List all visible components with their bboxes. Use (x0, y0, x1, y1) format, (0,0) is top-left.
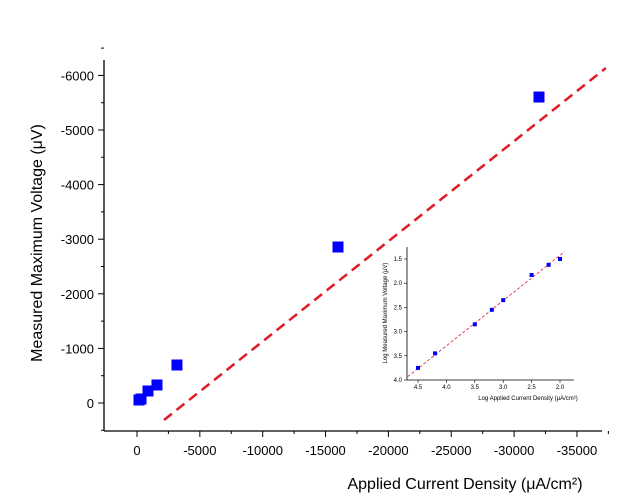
y-axis-label: Measured Maximum Voltage (μV) (29, 124, 46, 362)
y-tick-label: -1000 (61, 341, 94, 356)
inset-y-tick-label: 2.5 (394, 305, 403, 311)
data-point (151, 379, 163, 391)
inset-y-tick-label: 3.0 (394, 330, 403, 336)
inset-x-tick-label: 3.5 (471, 385, 480, 391)
inset-y-tick-label: 3.5 (394, 354, 403, 360)
inset-data-point (416, 365, 420, 370)
inset-fit-line (407, 251, 565, 377)
data-point (332, 241, 344, 253)
inset-y-tick-label: 4.0 (394, 378, 403, 384)
inset-data-point (433, 351, 438, 356)
data-point (142, 385, 154, 397)
y-tick-label: -4000 (61, 178, 94, 193)
fit-line (163, 67, 607, 421)
inset-x-tick-label: 2.0 (556, 385, 565, 391)
inset-y-axis-label: Log Measured Maximum Voltage (μV) (383, 263, 389, 364)
x-tick-label: 0 (133, 443, 140, 458)
x-tick-label: -30000 (494, 443, 534, 458)
inset-data-point (472, 322, 477, 327)
data-point (171, 359, 183, 371)
inset-plot: 4.5 4.0 3.5 3.0 2.5 2.0 1.5 2.0 2.5 3.0 3.5 4.0 (394, 247, 574, 391)
inset-data-point (546, 262, 551, 267)
x-tick-label: -25000 (431, 443, 471, 458)
inset-y-tick-label: 1.5 (394, 257, 403, 263)
inset-data-point (529, 272, 534, 277)
inset-y-tick-label: 2.0 (394, 281, 403, 287)
inset-x-tick-label: 4.5 (414, 385, 423, 391)
x-tick-label: -15000 (305, 443, 345, 458)
y-tick-label: -6000 (61, 68, 94, 83)
y-tick-label: -5000 (61, 123, 94, 138)
inset-data-point (489, 307, 494, 312)
x-tick-label: -35000 (557, 443, 597, 458)
x-tick-label: -20000 (368, 443, 408, 458)
y-tick-label: 0 (87, 396, 94, 411)
y-tick-label: -2000 (61, 287, 94, 302)
inset-data-point (558, 257, 562, 261)
x-tick-label: -10000 (242, 443, 282, 458)
data-point (533, 91, 545, 103)
x-tick-label: -5000 (183, 443, 216, 458)
main-plot: 0 -5000 -10000 -15000 -20000 -25000 -30000 -350… (61, 47, 609, 458)
x-axis-label: Applied Current Density (μA/cm²) (347, 476, 582, 493)
y-tick-label: -3000 (61, 232, 94, 247)
data-point (135, 393, 147, 405)
inset-x-tick-label: 3.0 (499, 385, 508, 391)
inset-x-axis-label: Log Applied Current Density (μA/cm²) (478, 396, 578, 402)
inset-data-point (501, 298, 506, 303)
inset-x-tick-label: 2.5 (527, 385, 536, 391)
inset-x-tick-label: 4.0 (442, 385, 451, 391)
